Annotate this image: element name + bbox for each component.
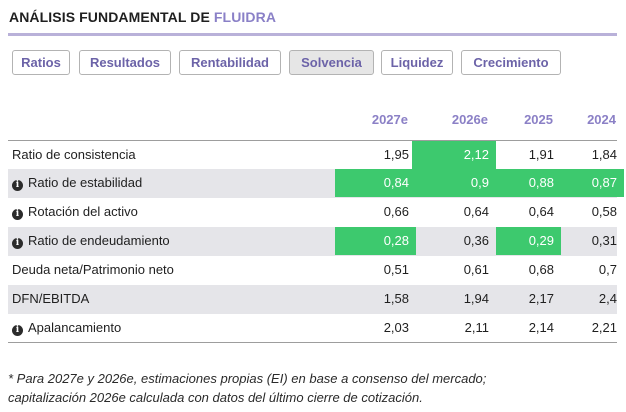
table-cell-highlighted: 0,87 [561, 169, 624, 197]
table-cell: 0,61 [463, 262, 489, 277]
row-label-text: Ratio de endeudamiento [28, 233, 170, 248]
table-row: Deuda neta/Patrimonio neto 0,51 0,61 0,6… [8, 256, 617, 285]
table-cell: 2,11 [464, 320, 489, 335]
footnote-line-1: * Para 2027e y 2026e, estimaciones propi… [8, 371, 487, 386]
footnote: * Para 2027e y 2026e, estimaciones propi… [8, 369, 620, 407]
row-label: Deuda neta/Patrimonio neto [12, 256, 174, 284]
table-row: i Rotación del activo 0,66 0,64 0,64 0,58 [8, 198, 617, 227]
table-cell-highlighted: 0,9 [416, 169, 496, 197]
table-cell: 0,36 [463, 233, 489, 248]
row-label: i Ratio de endeudamiento [12, 227, 170, 255]
row-label: i Ratio de estabilidad [12, 169, 142, 197]
tab-resultados[interactable]: Resultados [79, 50, 171, 75]
table-cell: 0,64 [528, 204, 554, 219]
table-cell: 0,51 [383, 262, 409, 277]
table-cell-highlighted: 0,29 [496, 227, 561, 255]
info-circle-icon[interactable]: i [12, 238, 23, 249]
table-row: Ratio de consistencia 1,95 2,12 1,91 1,8… [8, 140, 617, 169]
table-cell: 2,03 [383, 320, 409, 335]
tab-ratios[interactable]: Ratios [12, 50, 70, 75]
info-circle-icon[interactable]: i [12, 325, 23, 336]
table-row: i Ratio de endeudamiento 0,28 0,36 0,29 0… [8, 227, 617, 256]
row-label-text: Apalancamiento [28, 320, 122, 335]
table-cell-highlighted: 0,88 [496, 169, 561, 197]
table-cell: 2,17 [528, 291, 554, 306]
row-label-text: Ratio de consistencia [12, 147, 136, 162]
row-label: i Rotación del activo [12, 198, 138, 226]
column-header-2024: 2024 [587, 112, 616, 127]
table-row: DFN/EBITDA 1,58 1,94 2,17 2,4 [8, 285, 617, 314]
table-cell: 0,66 [383, 204, 409, 219]
tab-liquidez[interactable]: Liquidez [381, 50, 453, 75]
table-cell: 0,31 [591, 233, 617, 248]
page-title: ANÁLISIS FUNDAMENTAL DE FLUIDRA [9, 9, 276, 25]
table-cell: 1,91 [528, 147, 554, 162]
table-row: i Apalancamiento 2,03 2,11 2,14 2,21 [8, 314, 617, 343]
table-cell-highlighted: 0,84 [335, 169, 416, 197]
table-cell: 2,14 [528, 320, 554, 335]
info-circle-icon[interactable]: i [12, 180, 23, 191]
table-cell-highlighted: 0,28 [335, 227, 416, 255]
table-cell: 0,68 [528, 262, 554, 277]
table-cell-highlighted: 2,12 [412, 141, 496, 169]
page-title-prefix: ANÁLISIS FUNDAMENTAL DE [9, 9, 210, 25]
row-label-text: DFN/EBITDA [12, 291, 90, 306]
column-header-2025: 2025 [524, 112, 553, 127]
row-label-text: Deuda neta/Patrimonio neto [12, 262, 174, 277]
table-cell: 2,4 [598, 291, 617, 306]
footnote-line-2: capitalización 2026e calculada con datos… [8, 390, 423, 405]
table-cell: 1,58 [383, 291, 409, 306]
column-header-2027e: 2027e [371, 112, 408, 127]
table-cell: 2,21 [591, 320, 617, 335]
title-bar: ANÁLISIS FUNDAMENTAL DE FLUIDRA [8, 8, 617, 36]
table-cell: 1,95 [383, 147, 409, 162]
table-cell: 0,58 [591, 204, 617, 219]
tab-solvencia[interactable]: Solvencia [289, 50, 374, 75]
solvency-table: Ratio de consistencia 1,95 2,12 1,91 1,8… [8, 140, 624, 343]
page-title-company: FLUIDRA [213, 9, 277, 25]
row-label: Ratio de consistencia [12, 141, 136, 169]
table-cell: 0,64 [463, 204, 489, 219]
table-cell: 1,84 [591, 147, 617, 162]
table-cell: 0,7 [598, 262, 617, 277]
row-label: i Apalancamiento [12, 314, 121, 342]
row-label: DFN/EBITDA [12, 285, 89, 313]
row-label-text: Rotación del activo [28, 204, 138, 219]
table-row: i Ratio de estabilidad 0,84 0,9 0,88 0,87 [8, 169, 624, 198]
row-label-text: Ratio de estabilidad [28, 175, 143, 190]
table-cell: 1,94 [463, 291, 489, 306]
tab-crecimiento[interactable]: Crecimiento [461, 50, 561, 75]
column-header-2026e: 2026e [451, 112, 488, 127]
info-circle-icon[interactable]: i [12, 209, 23, 220]
tab-rentabilidad[interactable]: Rentabilidad [179, 50, 281, 75]
